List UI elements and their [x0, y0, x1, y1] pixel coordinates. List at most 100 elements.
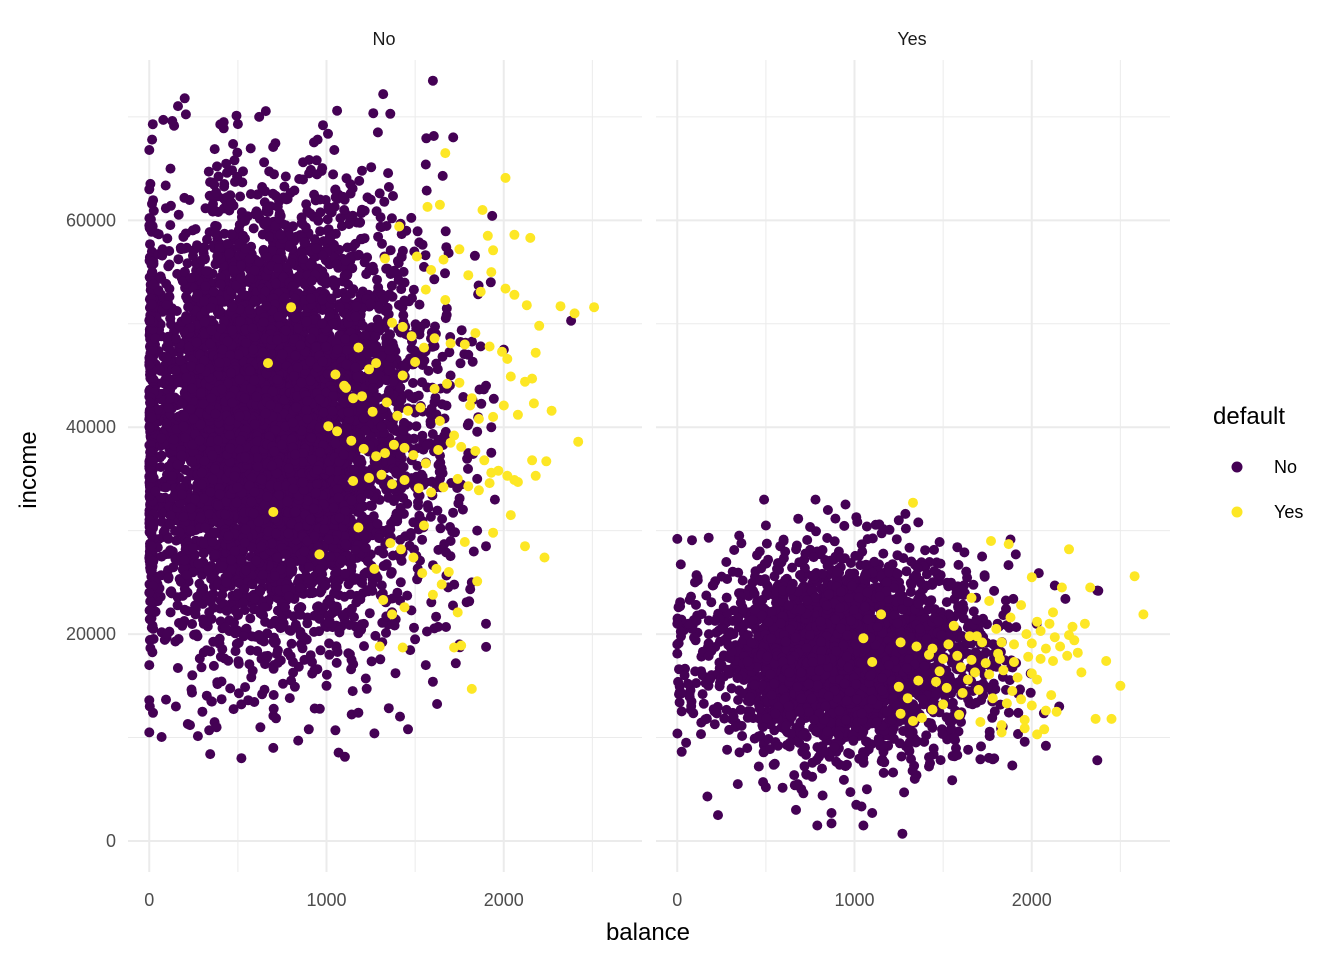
series-no-point — [260, 106, 271, 117]
series-no-point — [199, 538, 210, 549]
series-no-point — [402, 590, 413, 601]
series-no-point — [328, 241, 339, 252]
series-no-point — [386, 280, 397, 291]
series-no-point — [229, 155, 240, 166]
series-no-point — [203, 166, 214, 177]
series-no-point — [395, 711, 405, 722]
series-no-point — [192, 731, 203, 742]
series-no-point — [323, 204, 334, 215]
series-no-point — [354, 217, 365, 228]
series-no-point — [464, 596, 475, 607]
series-no-point — [432, 505, 443, 516]
series-no-point — [381, 627, 391, 638]
series-no-point — [202, 234, 212, 245]
series-no-point — [426, 597, 437, 608]
series-no-point — [162, 233, 173, 244]
series-no-point — [165, 220, 176, 231]
series-no-point — [286, 638, 297, 649]
series-no-point — [379, 196, 390, 207]
series-no-point — [205, 749, 216, 760]
series-no-point — [269, 169, 279, 180]
series-no-point — [148, 634, 159, 644]
series-no-point — [456, 325, 467, 336]
series-no-point — [279, 292, 290, 303]
series-no-point — [184, 195, 195, 205]
series-no-point — [487, 210, 498, 221]
series-no-point — [147, 119, 158, 130]
series-no-point — [386, 213, 397, 224]
series-no-point — [361, 683, 372, 694]
series-no-point — [229, 617, 239, 628]
series-no-point — [323, 128, 333, 139]
series-no-point — [347, 686, 358, 697]
series-no-point — [359, 641, 369, 652]
series-no-point — [324, 595, 335, 606]
series-no-point — [397, 245, 408, 256]
series-no-point — [253, 189, 263, 200]
series-no-point — [217, 644, 228, 655]
series-no-point — [383, 703, 394, 714]
series-no-point — [440, 426, 451, 437]
series-no-point — [314, 703, 325, 714]
series-no-point — [161, 694, 171, 705]
series-no-point — [209, 144, 220, 155]
series-no-point — [309, 626, 319, 637]
series-no-point — [407, 293, 417, 304]
series-no-point — [200, 203, 211, 214]
series-no-point — [279, 181, 290, 192]
series-no-point — [469, 250, 480, 261]
series-no-point — [230, 646, 241, 657]
series-no-point — [222, 167, 232, 178]
series-no-point — [398, 266, 409, 277]
series-no-point — [423, 502, 434, 513]
series-no-point — [165, 607, 176, 618]
series-no-point — [228, 704, 239, 715]
series-no-point — [365, 500, 376, 511]
series-no-point — [375, 654, 386, 665]
series-no-point — [370, 331, 381, 342]
series-no-point — [147, 647, 158, 658]
series-no-point — [385, 329, 396, 340]
series-no-point — [160, 203, 171, 214]
series-no-point — [366, 656, 377, 667]
series-no-point — [216, 676, 227, 687]
series-no-point — [196, 662, 207, 673]
series-no-point — [158, 114, 169, 125]
series-no-point — [388, 191, 398, 201]
series-no-point — [268, 636, 279, 647]
series-no-point — [295, 602, 306, 612]
series-no-point — [208, 286, 219, 297]
series-no-point — [172, 663, 183, 673]
series-no-point — [208, 660, 219, 671]
series-no-point — [311, 342, 321, 353]
series-no-point — [297, 643, 308, 654]
series-no-point — [425, 511, 436, 522]
series-no-point — [298, 157, 309, 168]
series-no-point — [271, 713, 281, 724]
series-no-point — [383, 168, 394, 179]
series-no-point — [308, 587, 319, 598]
series-no-point — [238, 166, 248, 177]
series-no-point — [173, 209, 184, 220]
series-no-point — [216, 694, 227, 705]
series-no-point — [408, 378, 418, 388]
series-no-point — [255, 722, 266, 733]
series-no-point — [315, 645, 326, 656]
series-no-point — [210, 206, 221, 216]
series-no-point — [332, 647, 343, 657]
series-no-point — [196, 255, 207, 265]
series-no-point — [420, 250, 431, 261]
series-no-point — [178, 231, 189, 242]
series-no-point — [375, 221, 386, 232]
series-no-point — [409, 345, 420, 356]
series-no-point — [398, 310, 409, 321]
series-no-point — [421, 185, 432, 196]
series-no-point — [259, 684, 270, 695]
series-no-point — [485, 277, 496, 288]
series-no-point — [267, 188, 278, 199]
series-no-point — [441, 547, 452, 558]
series-no-point — [432, 364, 443, 375]
series-no-point — [409, 622, 419, 633]
series-no-point — [172, 600, 183, 611]
series-no-point — [475, 341, 486, 352]
